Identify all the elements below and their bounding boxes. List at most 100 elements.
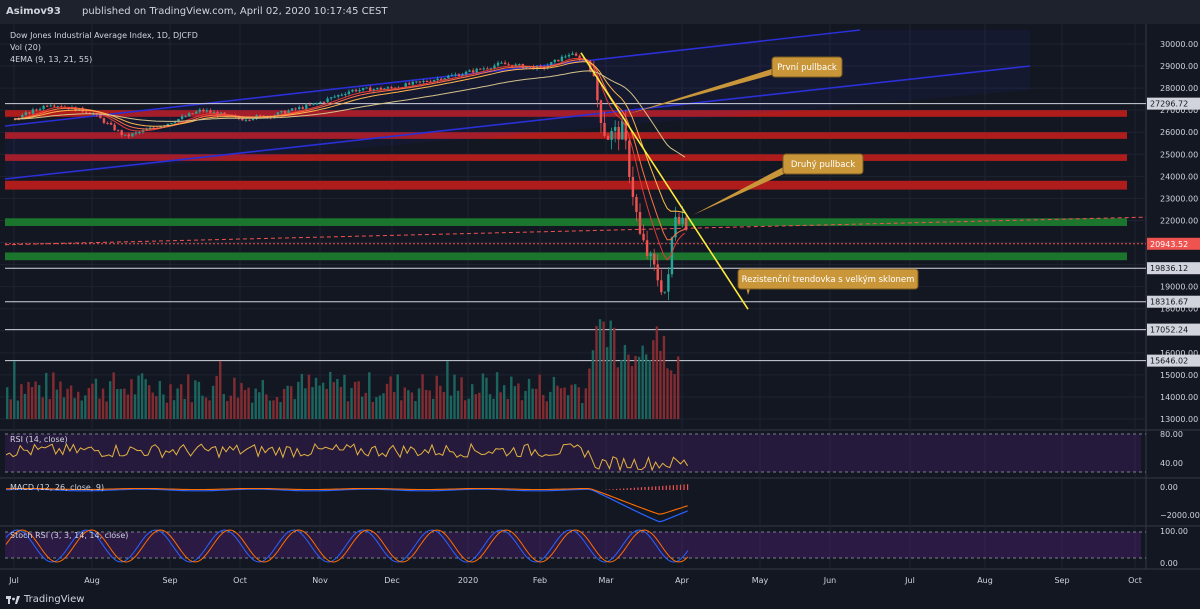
volume-bar bbox=[499, 392, 502, 419]
candle-body bbox=[486, 68, 489, 70]
volume-bar bbox=[275, 397, 279, 419]
stoch-band bbox=[5, 532, 1141, 558]
candle-body bbox=[376, 87, 379, 90]
candle-body bbox=[85, 111, 88, 113]
time-axis-label: Sep bbox=[162, 576, 177, 585]
candle-body bbox=[503, 62, 507, 65]
candle-body bbox=[56, 106, 59, 108]
candle-body bbox=[429, 81, 432, 83]
volume-bar bbox=[243, 390, 247, 419]
candle-body bbox=[166, 123, 170, 126]
stoch-label: Stoch RSI (3, 3, 14, 14, close) bbox=[10, 531, 128, 540]
volume-bar bbox=[673, 373, 676, 419]
price-axis-tick: 16000.00 bbox=[1160, 349, 1198, 358]
candle-body bbox=[564, 56, 567, 58]
volume-bar bbox=[616, 367, 619, 419]
stoch-d-line bbox=[5, 529, 689, 563]
volume-bar bbox=[559, 388, 563, 419]
candle-body bbox=[461, 74, 464, 77]
volume-bar bbox=[41, 397, 44, 419]
candle-body bbox=[258, 115, 262, 117]
main-legend-line: 4EMA (9, 13, 21, 55) bbox=[10, 55, 92, 64]
candle-body bbox=[298, 107, 301, 110]
channel-lower-line bbox=[4, 65, 1031, 180]
candle-body bbox=[440, 78, 443, 80]
price-level-label: 27296.72 bbox=[1150, 100, 1188, 109]
candle-body bbox=[312, 103, 315, 105]
candle-body bbox=[560, 56, 564, 62]
price-axis-tick: 29000.00 bbox=[1160, 62, 1198, 71]
time-axis-label: Sep bbox=[1054, 576, 1069, 585]
publish-header: Asimov93 published on TradingView.com, A… bbox=[0, 0, 1200, 24]
volume-bar bbox=[119, 388, 122, 419]
candle-body bbox=[571, 53, 574, 55]
volume-bar bbox=[34, 381, 37, 419]
volume-bar bbox=[187, 374, 190, 419]
candle-body bbox=[202, 109, 205, 112]
price-level-label: 19836.12 bbox=[1150, 264, 1188, 273]
price-zone bbox=[5, 180, 1127, 190]
volume-bar bbox=[282, 388, 286, 419]
time-axis-label: Dec bbox=[384, 576, 399, 585]
volume-bar bbox=[534, 388, 538, 419]
volume-bar bbox=[378, 395, 382, 419]
dashed-breakdown-line bbox=[4, 216, 1147, 246]
volume-bar bbox=[300, 373, 304, 419]
volume-bar bbox=[375, 397, 378, 419]
volume-bar bbox=[385, 383, 389, 419]
volume-bar bbox=[87, 387, 91, 419]
candle-body bbox=[283, 111, 287, 114]
candle-body bbox=[308, 104, 312, 106]
candle-body bbox=[663, 291, 667, 293]
candle-body bbox=[170, 123, 173, 125]
time-axis-label: Jul bbox=[904, 576, 915, 585]
candle-body bbox=[116, 130, 120, 132]
price-level-tag bbox=[1147, 237, 1200, 250]
candle-body bbox=[518, 64, 521, 66]
volume-bar bbox=[55, 389, 59, 419]
candle-body bbox=[251, 118, 255, 120]
price-axis-tick: 27000.00 bbox=[1160, 106, 1198, 115]
candle-body bbox=[337, 94, 340, 97]
volume-bar bbox=[318, 385, 321, 419]
volume-bar bbox=[297, 381, 300, 419]
price-zone bbox=[5, 132, 1127, 139]
volume-bar bbox=[211, 385, 215, 419]
volume-bar bbox=[80, 400, 83, 419]
second-pullback-callout-box bbox=[782, 153, 864, 175]
volume-bar bbox=[595, 325, 598, 419]
candle-body bbox=[379, 87, 383, 90]
macd-signal-line bbox=[5, 487, 688, 515]
volume-bar bbox=[527, 378, 531, 419]
candle-body bbox=[248, 119, 251, 121]
price-axis-tick: 15000.00 bbox=[1160, 371, 1198, 380]
rsi-tick: 40.00 bbox=[1160, 459, 1183, 468]
candle-body bbox=[134, 132, 138, 134]
price-chart-svg[interactable]: První pullback Druhý pullback Rezistenční … bbox=[0, 24, 1200, 591]
candle-body bbox=[660, 280, 663, 293]
volume-bar bbox=[336, 378, 339, 419]
candle-body bbox=[113, 124, 116, 131]
ema-13-line bbox=[13, 59, 686, 241]
candle-body bbox=[482, 68, 485, 70]
volume-bar bbox=[233, 377, 236, 419]
candle-body bbox=[49, 105, 52, 107]
candle-body bbox=[670, 237, 674, 275]
candle-body bbox=[42, 105, 45, 110]
volume-bar bbox=[144, 379, 147, 419]
chart-area[interactable]: První pullback Druhý pullback Rezistenční … bbox=[0, 24, 1200, 591]
candle-body bbox=[280, 111, 283, 113]
volume-bar bbox=[588, 368, 591, 419]
volume-bar bbox=[652, 340, 655, 419]
candle-body bbox=[613, 126, 617, 131]
volume-bar bbox=[84, 395, 87, 419]
candle-body bbox=[191, 113, 194, 115]
volume-bar bbox=[609, 320, 612, 419]
time-axis-label: Jun bbox=[823, 576, 837, 585]
volume-bar bbox=[98, 398, 101, 419]
price-zone bbox=[5, 110, 1127, 117]
volume-bar bbox=[463, 400, 467, 419]
volume-bar bbox=[254, 388, 257, 419]
volume-bar bbox=[332, 382, 335, 419]
volume-bar bbox=[20, 384, 23, 419]
